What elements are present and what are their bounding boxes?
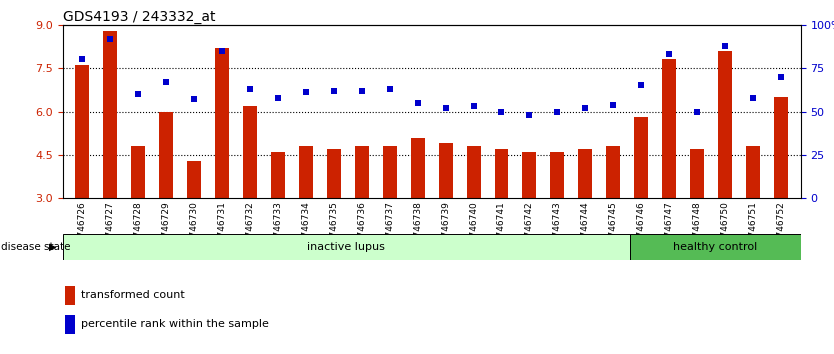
Text: healthy control: healthy control <box>673 242 757 252</box>
Point <box>355 88 369 93</box>
Bar <box>631 234 801 260</box>
Point <box>718 43 731 48</box>
Bar <box>299 146 313 198</box>
Bar <box>243 106 257 198</box>
Bar <box>550 152 565 198</box>
Bar <box>159 112 173 198</box>
Bar <box>718 51 732 198</box>
Bar <box>439 143 453 198</box>
Bar <box>271 152 285 198</box>
Point <box>606 102 620 107</box>
Bar <box>63 234 631 260</box>
Bar <box>635 117 648 198</box>
Bar <box>606 146 620 198</box>
Bar <box>75 65 89 198</box>
Bar <box>64 286 75 305</box>
Bar <box>662 59 676 198</box>
Bar <box>495 149 509 198</box>
Bar <box>327 149 341 198</box>
Text: ▶: ▶ <box>49 242 56 252</box>
Point <box>103 36 117 41</box>
Text: disease state: disease state <box>1 242 70 252</box>
Point <box>244 86 257 92</box>
Bar <box>410 138 425 198</box>
Bar <box>746 146 760 198</box>
Bar <box>103 30 117 198</box>
Point <box>299 90 313 95</box>
Text: percentile rank within the sample: percentile rank within the sample <box>81 319 269 329</box>
Point <box>635 82 648 88</box>
Point <box>579 105 592 111</box>
Point <box>327 88 340 93</box>
Bar <box>578 149 592 198</box>
Point <box>775 74 788 80</box>
Bar <box>522 152 536 198</box>
Point <box>523 112 536 118</box>
Point <box>550 109 564 114</box>
Point <box>132 91 145 97</box>
Point <box>495 109 508 114</box>
Bar <box>215 48 229 198</box>
Point <box>662 51 676 57</box>
Point <box>215 48 229 54</box>
Point <box>691 109 704 114</box>
Point <box>271 95 284 101</box>
Point <box>467 103 480 109</box>
Point <box>411 100 425 105</box>
Point <box>159 79 173 85</box>
Point <box>439 105 452 111</box>
Bar <box>383 146 397 198</box>
Bar <box>64 315 75 334</box>
Point <box>383 86 396 92</box>
Bar <box>131 146 145 198</box>
Bar <box>354 146 369 198</box>
Bar <box>466 146 480 198</box>
Text: transformed count: transformed count <box>81 290 185 300</box>
Bar <box>691 149 704 198</box>
Bar <box>187 161 201 198</box>
Text: inactive lupus: inactive lupus <box>308 242 385 252</box>
Point <box>746 95 760 101</box>
Text: GDS4193 / 243332_at: GDS4193 / 243332_at <box>63 10 215 24</box>
Point <box>188 97 201 102</box>
Bar <box>774 97 788 198</box>
Point <box>75 57 88 62</box>
